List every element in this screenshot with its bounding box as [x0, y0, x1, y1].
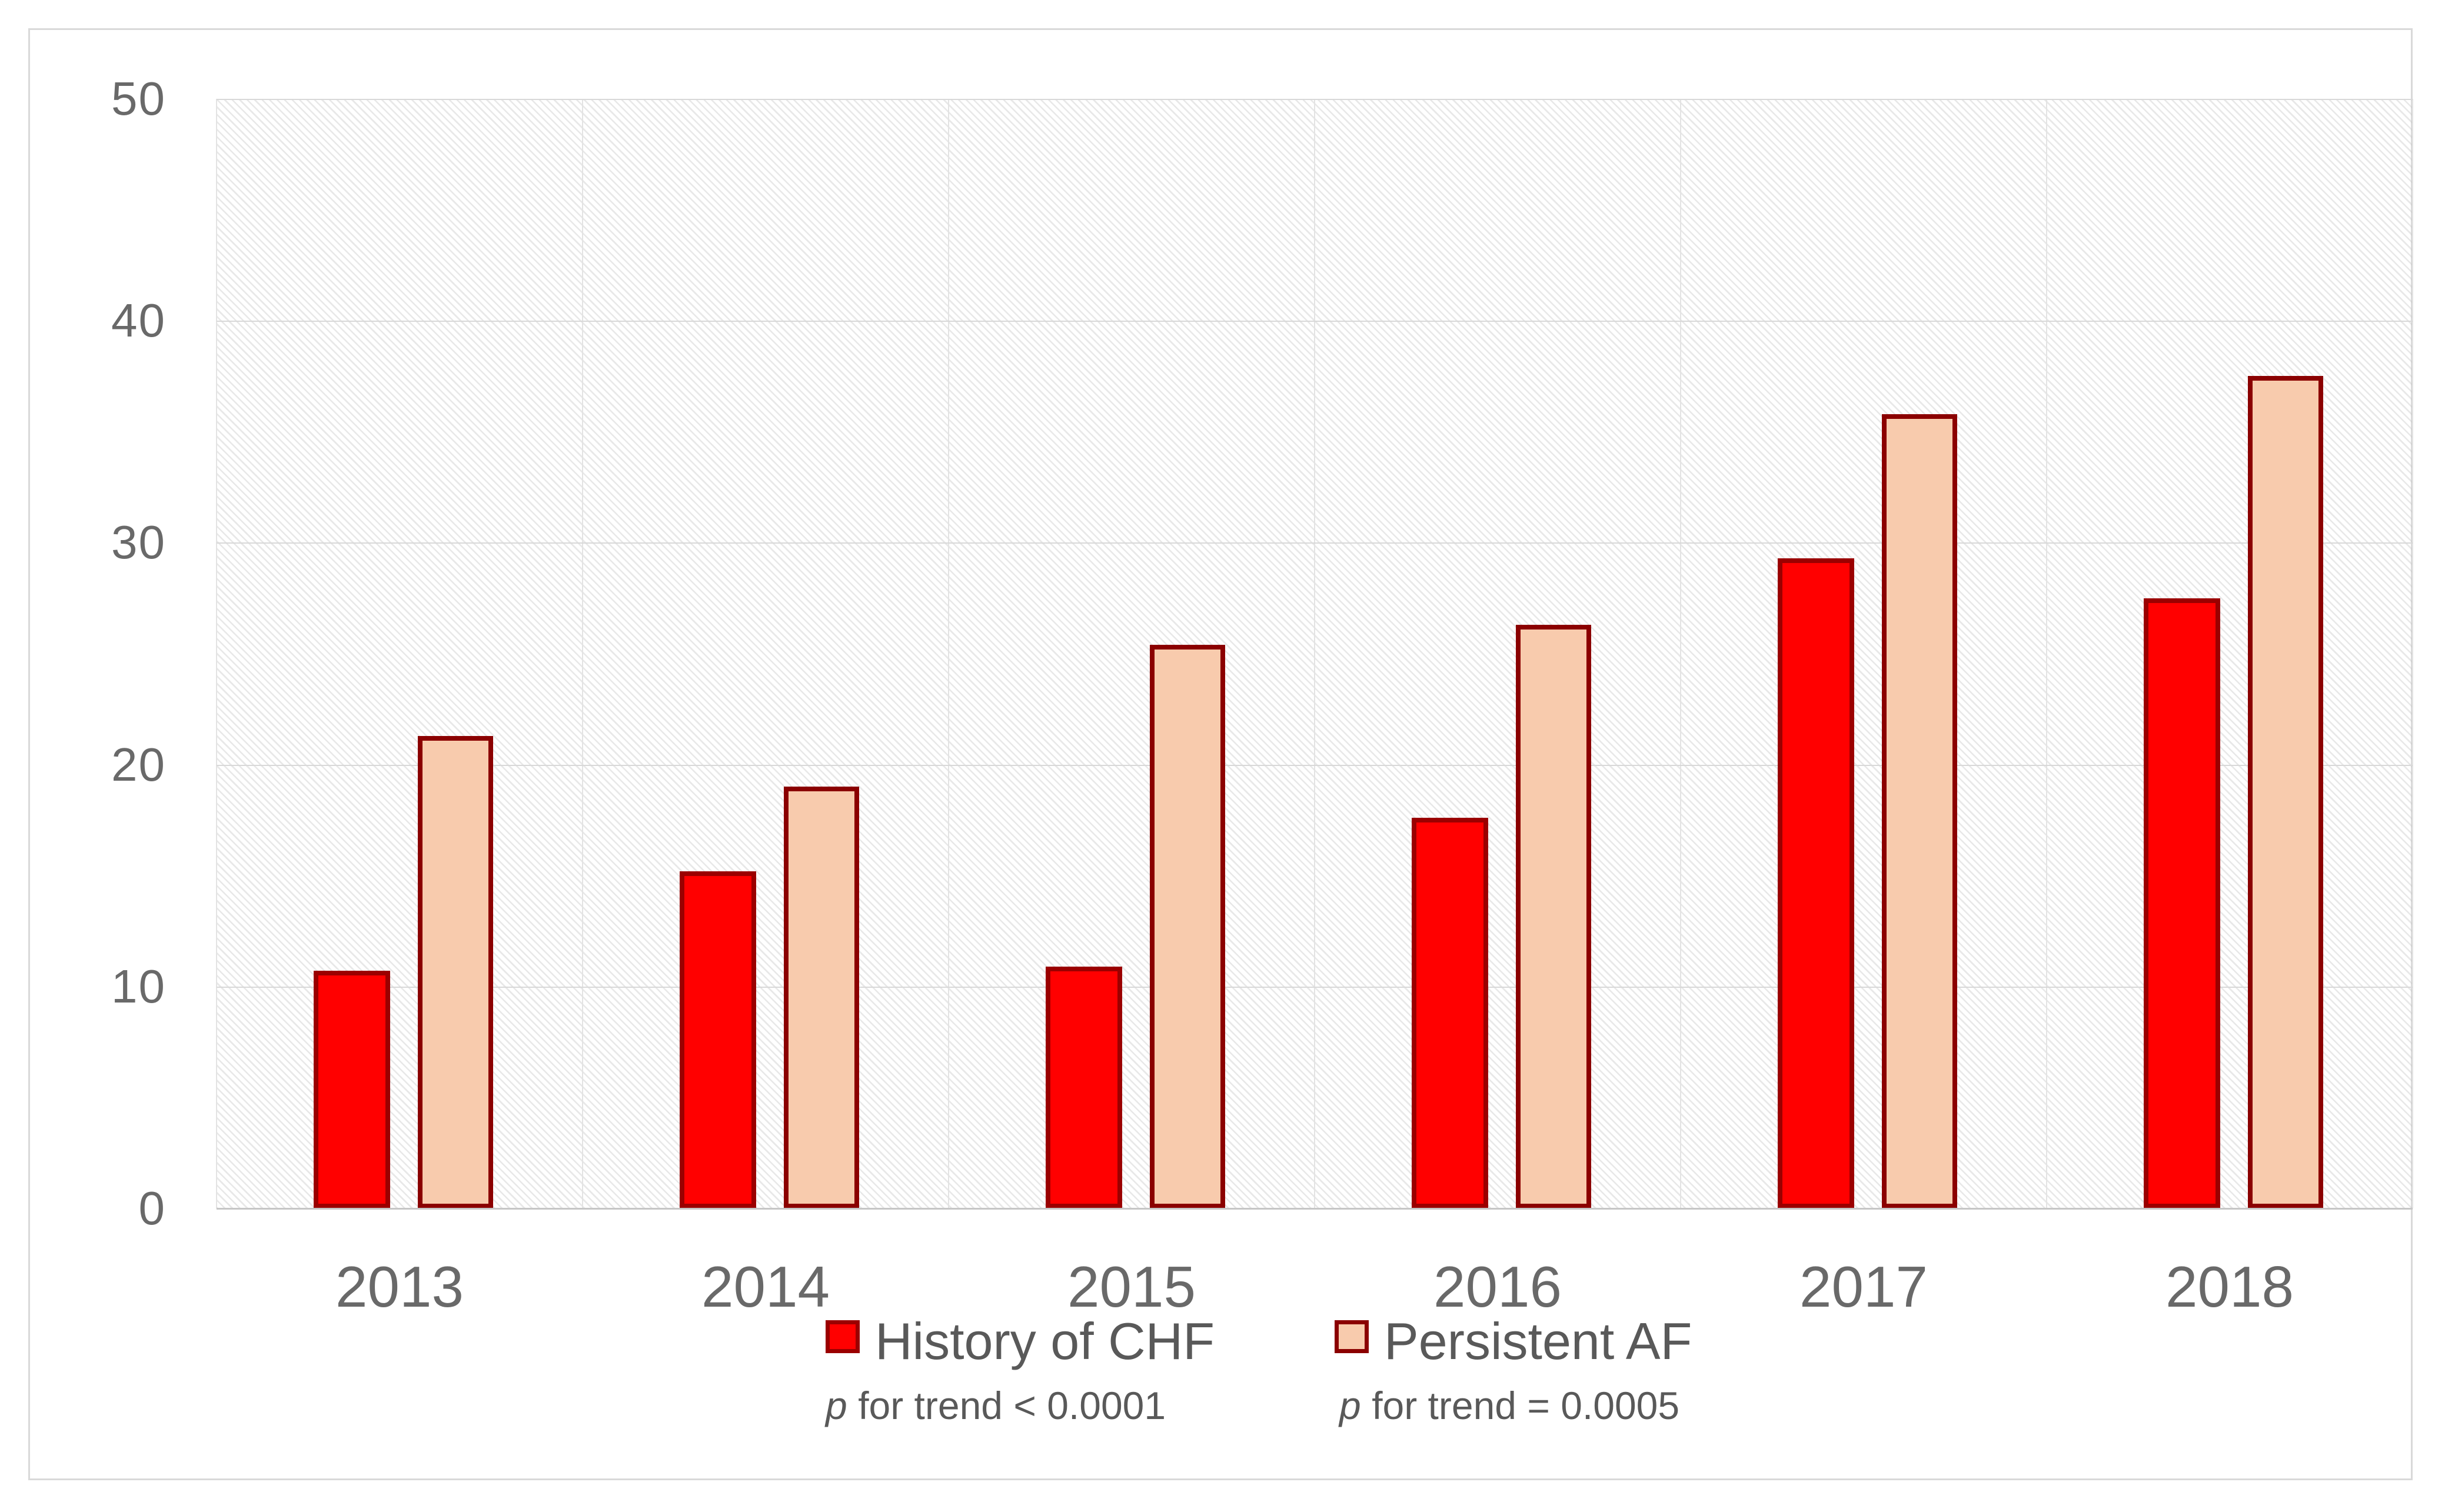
- bar-persistent-af-2017: [1882, 414, 1957, 1208]
- p-for-trend-note-af: p for trend = 0.0005: [1339, 1386, 1692, 1425]
- p-symbol: p: [826, 1384, 847, 1427]
- bar-persistent-af-2015: [1150, 645, 1225, 1208]
- bar-persistent-af-2018: [2248, 376, 2323, 1208]
- gridline-category-boundary-6: [2412, 99, 2413, 1208]
- p-trend-text: for trend = 0.0005: [1372, 1384, 1680, 1427]
- gridline-category-boundary-2: [948, 99, 949, 1208]
- bar-history-of-chf-2016: [1412, 818, 1488, 1208]
- x-axis-category-labels: 2013 2014 2015 2016 2017 2018: [217, 1258, 2413, 1323]
- legend-label-history-of-chf: History of CHF: [875, 1312, 1215, 1370]
- bar-history-of-chf-2015: [1046, 967, 1122, 1208]
- x-label-2015: 2015: [1067, 1254, 1196, 1319]
- bar-persistent-af-2013: [418, 736, 493, 1208]
- x-label-2018: 2018: [2165, 1254, 2294, 1319]
- bar-history-of-chf-2013: [314, 971, 390, 1208]
- bar-history-of-chf-2017: [1778, 558, 1854, 1208]
- legend-item-persistent-af: Persistent AF p for trend = 0.0005: [1335, 1315, 1692, 1425]
- y-tick-label-20: 20: [111, 738, 166, 791]
- y-tick-label-30: 30: [111, 516, 166, 569]
- y-tick-label-10: 10: [111, 960, 166, 1013]
- bar-persistent-af-2014: [784, 787, 859, 1208]
- legend-item-history-of-chf: History of CHF p for trend < 0.0001: [826, 1315, 1215, 1425]
- gridline-y-40: [217, 321, 2413, 322]
- legend-swatch-persistent-af: [1335, 1320, 1369, 1353]
- p-symbol: p: [1339, 1384, 1361, 1427]
- y-tick-label-40: 40: [111, 294, 166, 347]
- gridline-category-boundary-4: [1680, 99, 1681, 1208]
- gridline-y-50: [217, 99, 2413, 100]
- p-for-trend-note-chf: p for trend < 0.0001: [826, 1386, 1215, 1425]
- gridline-category-boundary-3: [1314, 99, 1315, 1208]
- gridline-y-10: [217, 986, 2413, 988]
- y-axis-tick-labels: 0 10 20 30 40 50: [35, 75, 166, 1232]
- x-label-2016: 2016: [1433, 1254, 1562, 1319]
- y-tick-label-0: 0: [138, 1182, 166, 1234]
- gridline-y-20: [217, 764, 2413, 766]
- bar-history-of-chf-2014: [680, 871, 756, 1208]
- plot-area: [216, 99, 2413, 1210]
- y-tick-label-50: 50: [111, 72, 166, 125]
- gridline-y-30: [217, 542, 2413, 544]
- x-label-2014: 2014: [701, 1254, 830, 1319]
- gridline-category-boundary-0: [216, 99, 217, 1208]
- gridline-category-boundary-1: [582, 99, 583, 1208]
- bar-history-of-chf-2018: [2144, 598, 2220, 1208]
- p-trend-text: for trend < 0.0001: [858, 1384, 1166, 1427]
- x-label-2017: 2017: [1799, 1254, 1928, 1319]
- x-axis-line: [217, 1208, 2413, 1210]
- bar-persistent-af-2016: [1516, 625, 1591, 1208]
- gridline-category-boundary-5: [2046, 99, 2047, 1208]
- x-label-2013: 2013: [335, 1254, 464, 1319]
- legend-label-persistent-af: Persistent AF: [1384, 1312, 1692, 1370]
- legend-swatch-history-of-chf: [826, 1320, 860, 1353]
